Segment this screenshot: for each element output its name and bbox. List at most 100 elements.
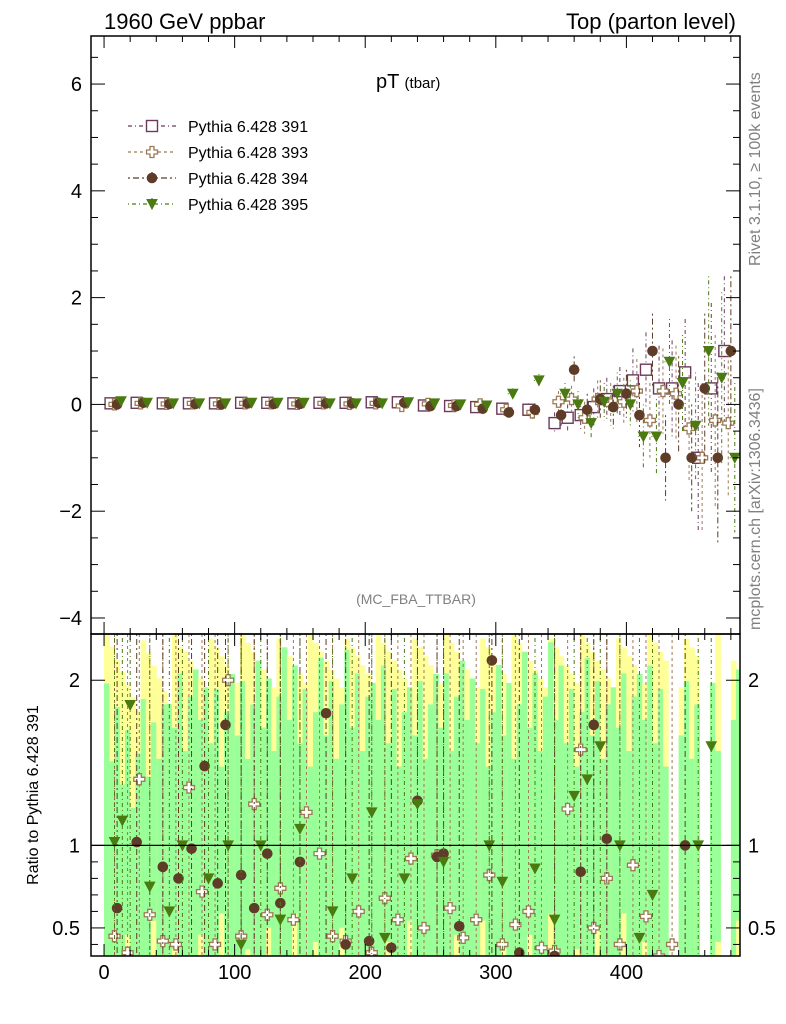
data-point: [219, 398, 232, 410]
ratio-band-green: [344, 650, 351, 956]
y-tick-label: 0: [71, 394, 82, 416]
legend-item: Pythia 6.428 395: [128, 197, 308, 214]
data-point: [428, 398, 441, 410]
ratio-band-green: [380, 665, 387, 956]
ratio-point: [143, 881, 156, 893]
ratio-point: [365, 807, 378, 819]
ratio-point: [594, 741, 607, 753]
ratio-point: [613, 938, 627, 951]
ratio-point: [320, 707, 332, 719]
ratio-point: [212, 878, 223, 889]
ratio-point: [133, 773, 146, 786]
ratio-point: [108, 837, 121, 849]
rivet-version-label: Rivet 3.1.10, ≥ 100k events: [747, 72, 764, 266]
data-point: [324, 398, 336, 410]
ratio-point: [665, 938, 679, 951]
ratio-point: [633, 932, 646, 944]
ratio-point: [274, 914, 287, 926]
ratio-point: [496, 938, 509, 951]
data-point: [673, 399, 684, 410]
data-point: [634, 409, 645, 421]
ratio-band-green: [490, 712, 497, 956]
data-point: [626, 374, 640, 387]
data-point: [376, 398, 389, 410]
ratio-point: [365, 946, 378, 956]
ratio-band-green: [218, 766, 225, 914]
data-point: [621, 388, 632, 400]
data-point: [141, 397, 153, 409]
ratio-band-green: [469, 678, 476, 956]
ratio-band-green: [683, 681, 690, 956]
y-tick-label: 6: [71, 74, 82, 96]
ratio-band-green: [574, 766, 580, 949]
ratio-y-tick-label-right: 2: [748, 670, 759, 692]
ratio-point: [705, 741, 718, 753]
y-tick-label: −4: [59, 608, 82, 630]
ratio-band-green: [527, 727, 533, 935]
ratio-band-green: [694, 704, 701, 956]
ratio-band-green: [151, 722, 157, 921]
data-point: [702, 346, 715, 358]
ratio-point: [199, 760, 210, 772]
ratio-band-green: [307, 766, 314, 956]
ratio-band-green: [553, 719, 559, 956]
ratio-band-green: [407, 687, 413, 921]
ratio-band-green: [464, 719, 471, 956]
ratio-band-green: [318, 657, 324, 956]
ratio-band-green: [386, 743, 392, 942]
ratio-point: [587, 921, 600, 935]
data-point: [682, 422, 696, 435]
ratio-band-green: [302, 688, 309, 956]
ratio-band-green: [286, 719, 293, 956]
data-point: [193, 398, 206, 410]
ratio-point: [116, 815, 129, 827]
data-point: [630, 384, 643, 398]
data-point: [689, 420, 702, 432]
ratio-band-green: [104, 683, 110, 956]
data-point: [712, 452, 724, 464]
ratio-band-green: [255, 660, 262, 956]
ratio-point: [509, 918, 522, 931]
ratio-point: [529, 863, 541, 875]
ratio-band-green: [198, 719, 204, 935]
ratio-band-green: [213, 688, 220, 956]
data-point: [115, 396, 127, 408]
header-right: Top (parton level): [566, 9, 736, 34]
ratio-point: [561, 802, 574, 816]
ratio-point: [522, 905, 535, 918]
chart-title-sub: (tbar): [405, 75, 441, 92]
ratio-point: [156, 934, 169, 948]
legend-item: Pythia 6.428 391: [128, 119, 308, 136]
ratio-band-green: [349, 727, 356, 956]
x-tick-label: 100: [218, 962, 251, 984]
ratio-point: [313, 847, 326, 860]
legend-label: Pythia 6.428 391: [188, 119, 308, 136]
ratio-band-green: [563, 743, 570, 956]
ratio-point: [646, 889, 659, 901]
data-point: [454, 399, 467, 411]
ratio-point: [195, 885, 209, 898]
ratio-point: [221, 674, 235, 687]
data-point: [480, 400, 493, 412]
ratio-point: [486, 655, 498, 666]
ratio-band-green: [506, 682, 512, 956]
series-s395: [115, 276, 740, 533]
data-point: [663, 356, 676, 368]
ratio-band-green: [203, 687, 210, 956]
legend-marker: [146, 199, 158, 211]
ratio-point: [169, 938, 183, 951]
ratio-point: [261, 848, 273, 859]
legend-label: Pythia 6.428 393: [188, 145, 308, 162]
header-left: 1960 GeV ppbar: [104, 9, 265, 34]
ratio-y-tick-label: 0.5: [52, 918, 80, 940]
ratio-band-green: [652, 743, 659, 956]
ratio-band-green: [271, 751, 277, 956]
ratio-point: [574, 743, 587, 756]
ratio-point: [186, 843, 197, 854]
ratio-band-green: [511, 758, 518, 956]
legend-marker: [146, 172, 158, 184]
ratio-band-green: [595, 681, 601, 928]
ratio-y-tick-label: 2: [69, 670, 80, 692]
legend-marker: [145, 119, 159, 133]
